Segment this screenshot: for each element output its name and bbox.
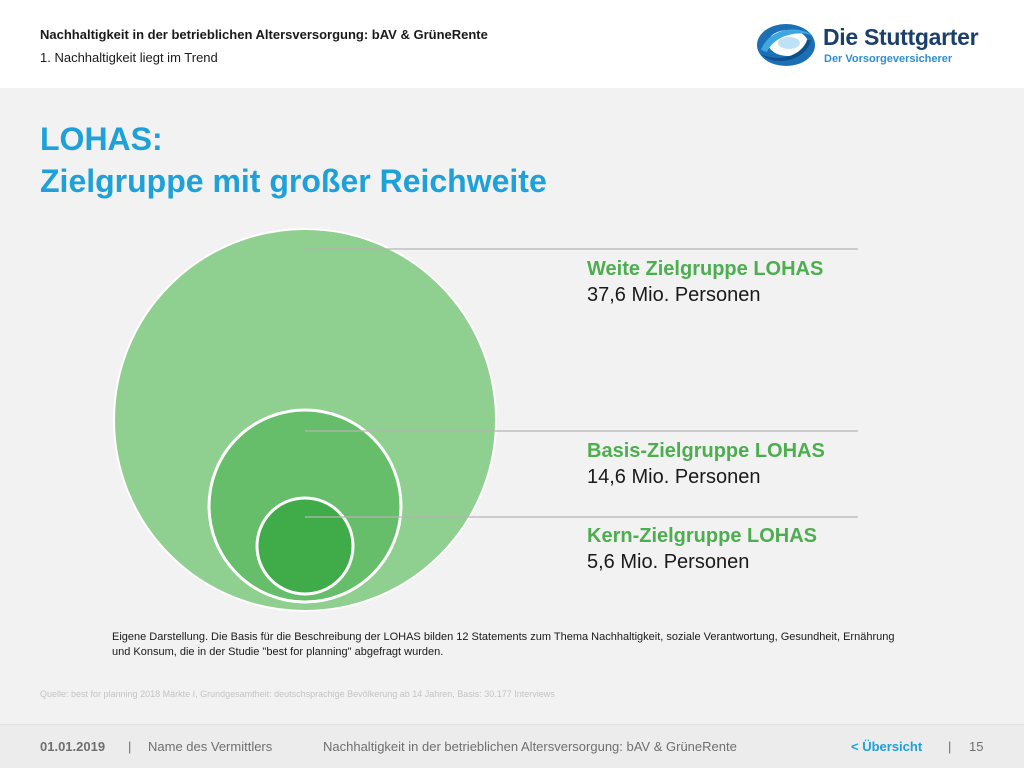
tier-value-wide: 37,6 Mio. Personen (587, 284, 761, 306)
company-logo: Die Stuttgarter Der Vorsorgeversicherer (755, 20, 995, 70)
header-title: Nachhaltigkeit in der betrieblichen Alte… (40, 27, 488, 42)
footer-agent-name: Name des Vermittlers (148, 739, 273, 754)
page-number: 15 (969, 739, 984, 754)
logo-tagline: Der Vorsorgeversicherer (824, 53, 953, 65)
header: Nachhaltigkeit in der betrieblichen Alte… (0, 0, 1024, 88)
overview-link[interactable]: < Übersicht (851, 739, 923, 754)
methodology-note: Eigene Darstellung. Die Basis für die Be… (112, 631, 895, 658)
logo-name: Die Stuttgarter (823, 24, 979, 50)
tier-value-basis: 14,6 Mio. Personen (587, 466, 761, 488)
circle-core-target-group (255, 496, 355, 596)
tier-name-basis: Basis-Zielgruppe LOHAS (587, 440, 825, 462)
footer-date: 01.01.2019 (40, 739, 106, 754)
footer-separator-2: | (948, 739, 952, 754)
footer-title: Nachhaltigkeit in der betrieblichen Alte… (323, 739, 737, 754)
target-group-diagram (113, 228, 858, 612)
tier-name-wide: Weite Zielgruppe LOHAS (587, 258, 824, 280)
footer: 01.01.2019 | Name des Vermittlers Nachha… (0, 724, 1024, 768)
main-content: LOHAS: Zielgruppe mit großer Reichweite … (0, 88, 1024, 724)
tier-label-core: Kern-Zielgruppe LOHAS 5,6 Mio. Personen (587, 523, 817, 575)
tier-label-basis: Basis-Zielgruppe LOHAS 14,6 Mio. Persone… (587, 438, 825, 490)
header-subtitle: 1. Nachhaltigkeit liegt im Trend (40, 50, 218, 65)
tier-label-wide: Weite Zielgruppe LOHAS 37,6 Mio. Persone… (587, 256, 823, 308)
slide-title-line1: LOHAS: (40, 121, 163, 157)
source-note: Quelle: best for planning 2018 Märkte I,… (40, 689, 555, 699)
footer-separator: | (128, 739, 132, 754)
slide-title-line2: Zielgruppe mit großer Reichweite (40, 163, 547, 199)
tier-name-core: Kern-Zielgruppe LOHAS (587, 525, 818, 547)
slide-title: LOHAS: Zielgruppe mit großer Reichweite (40, 118, 547, 202)
tier-value-core: 5,6 Mio. Personen (587, 551, 750, 573)
logo-swirl-icon (757, 24, 815, 66)
